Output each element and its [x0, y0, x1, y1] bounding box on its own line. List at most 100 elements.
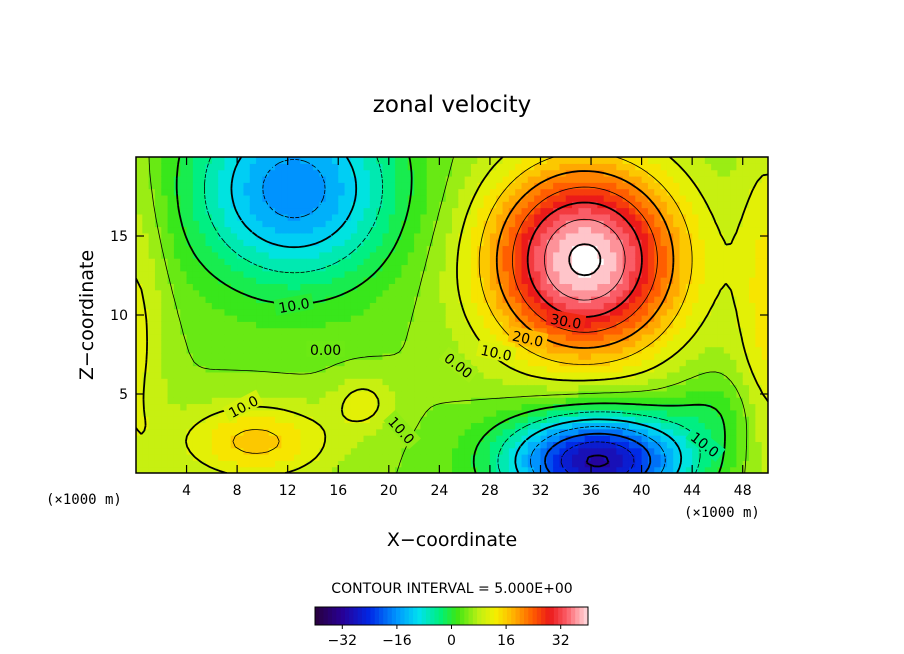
field-cell [205, 333, 213, 341]
field-cell [742, 245, 750, 253]
field-cell [331, 397, 339, 405]
field-cell [452, 302, 459, 310]
field-cell [388, 441, 396, 449]
field-cell [237, 296, 245, 303]
field-cell [502, 226, 510, 234]
field-cell [350, 226, 358, 234]
field-cell [730, 220, 737, 228]
field-cell [268, 321, 276, 329]
field-cell [742, 264, 750, 272]
field-cell [673, 371, 681, 379]
field-cell [559, 403, 567, 411]
field-cell [224, 340, 232, 348]
field-cell [420, 251, 428, 259]
field-cell [572, 333, 579, 341]
field-cell [357, 213, 365, 221]
field-cell [736, 182, 744, 190]
field-cell [591, 277, 598, 284]
field-cell [382, 371, 390, 379]
field-cell [268, 416, 276, 424]
field-cell [414, 340, 421, 348]
field-cell [553, 232, 561, 240]
field-cell [243, 327, 251, 335]
field-cell [559, 251, 567, 259]
field-cell [761, 245, 768, 253]
field-cell [192, 378, 200, 386]
field-cell [458, 277, 466, 284]
field-cell [161, 454, 169, 461]
field-cell [730, 308, 737, 316]
field-cell [142, 340, 150, 348]
field-cell [483, 315, 491, 322]
field-cell [350, 289, 358, 297]
field-cell [357, 175, 365, 183]
field-cell [502, 302, 510, 310]
field-cell [262, 378, 270, 386]
field-cell [597, 321, 605, 329]
field-cell [319, 460, 327, 468]
field-cell [287, 397, 295, 405]
field-cell [161, 232, 169, 240]
field-cell [331, 302, 339, 310]
field-cell [433, 169, 440, 177]
field-cell [483, 321, 491, 329]
field-cell [483, 371, 491, 379]
field-cell [319, 378, 327, 386]
field-cell [218, 422, 226, 430]
field-cell [395, 289, 403, 297]
field-cell [325, 441, 333, 449]
field-cell [527, 245, 535, 253]
field-cell [268, 296, 276, 303]
field-cell [717, 251, 725, 259]
field-cell [243, 258, 251, 266]
field-cell [369, 232, 377, 240]
field-cell [521, 239, 529, 247]
field-cell [287, 428, 295, 436]
field-cell [382, 308, 390, 316]
field-cell [445, 460, 453, 468]
field-cell [300, 232, 308, 240]
field-cell [508, 270, 516, 278]
field-cell [730, 365, 737, 373]
field-cell [464, 454, 472, 461]
field-cell [180, 302, 188, 310]
field-cell [401, 365, 409, 373]
field-cell [433, 435, 440, 442]
field-cell [243, 157, 251, 164]
field-cell [230, 251, 238, 259]
field-cell [654, 283, 662, 291]
field-cell [395, 346, 403, 354]
field-cell [521, 289, 529, 297]
field-cell [647, 346, 655, 354]
field-cell [237, 264, 245, 272]
field-cell [275, 378, 282, 386]
field-cell [287, 201, 295, 209]
field-cell [736, 466, 744, 473]
field-cell [654, 441, 662, 449]
field-cell [142, 302, 150, 310]
field-cell [717, 428, 725, 436]
field-cell [483, 296, 491, 303]
field-cell [433, 289, 440, 297]
field-cell [161, 245, 169, 253]
field-cell [186, 321, 194, 329]
field-cell [319, 435, 327, 442]
field-cell [660, 447, 668, 455]
field-cell [167, 315, 175, 322]
field-cell [426, 264, 434, 272]
field-cell [711, 416, 719, 424]
field-cell [742, 308, 750, 316]
field-cell [148, 270, 156, 278]
field-cell [426, 201, 434, 209]
field-cell [610, 239, 617, 247]
field-cell [578, 207, 586, 215]
field-cell [136, 251, 143, 259]
field-cell [331, 194, 339, 202]
field-cell [281, 416, 289, 424]
field-cell [546, 384, 554, 392]
field-cell [136, 258, 143, 266]
field-cell [527, 258, 535, 266]
field-cell [388, 182, 396, 190]
field-cell [698, 245, 706, 253]
field-cell [628, 352, 636, 360]
